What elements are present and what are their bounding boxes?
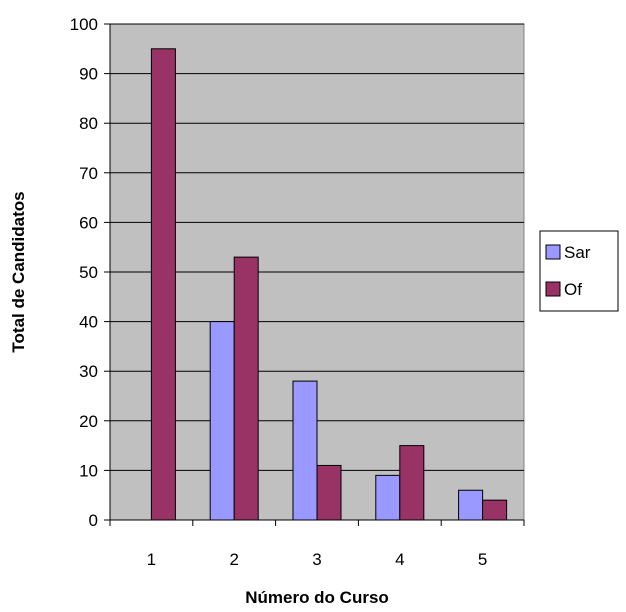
x-axis-title: Número do Curso xyxy=(245,588,389,607)
bar-of-2 xyxy=(233,256,259,521)
x-axis-ticks: 1 2 3 4 5 xyxy=(109,520,525,569)
y-tick-label: 90 xyxy=(79,65,98,84)
y-tick-label: 10 xyxy=(79,461,98,480)
legend-label-of: Of xyxy=(564,280,582,299)
x-tick-label: 1 xyxy=(147,550,156,569)
bar-of-3 xyxy=(316,464,342,521)
y-tick-label: 40 xyxy=(79,313,98,332)
x-tick-label: 3 xyxy=(312,550,321,569)
y-tick-label: 0 xyxy=(89,511,98,530)
y-tick-label: 80 xyxy=(79,114,98,133)
legend-label-sar: Sar xyxy=(564,243,591,262)
y-tick-label: 100 xyxy=(70,15,98,34)
y-axis-ticks: 0 10 20 30 40 50 60 70 80 90 100 xyxy=(70,15,110,530)
legend-box xyxy=(539,230,619,312)
bar-sar-4 xyxy=(375,474,401,521)
gridlines xyxy=(110,23,524,471)
bar-of-5 xyxy=(482,499,508,521)
bar-sar-2 xyxy=(209,321,235,521)
y-tick-label: 70 xyxy=(79,164,98,183)
bar-sar-3 xyxy=(292,380,318,521)
bar-of-1 xyxy=(150,48,176,521)
y-tick-label: 30 xyxy=(79,362,98,381)
y-tick-label: 50 xyxy=(79,263,98,282)
legend-swatch-sar xyxy=(545,244,561,260)
y-axis-title: Total de Candidatos xyxy=(9,191,28,352)
x-tick-label: 2 xyxy=(229,550,238,569)
x-tick-label: 5 xyxy=(478,550,487,569)
y-tick-label: 60 xyxy=(79,213,98,232)
y-tick-label: 20 xyxy=(79,412,98,431)
legend: Sar Of xyxy=(539,230,619,312)
x-tick-label: 4 xyxy=(395,550,404,569)
bar-sar-5 xyxy=(458,489,484,521)
bar-of-4 xyxy=(399,445,425,521)
legend-swatch-of xyxy=(545,281,561,297)
